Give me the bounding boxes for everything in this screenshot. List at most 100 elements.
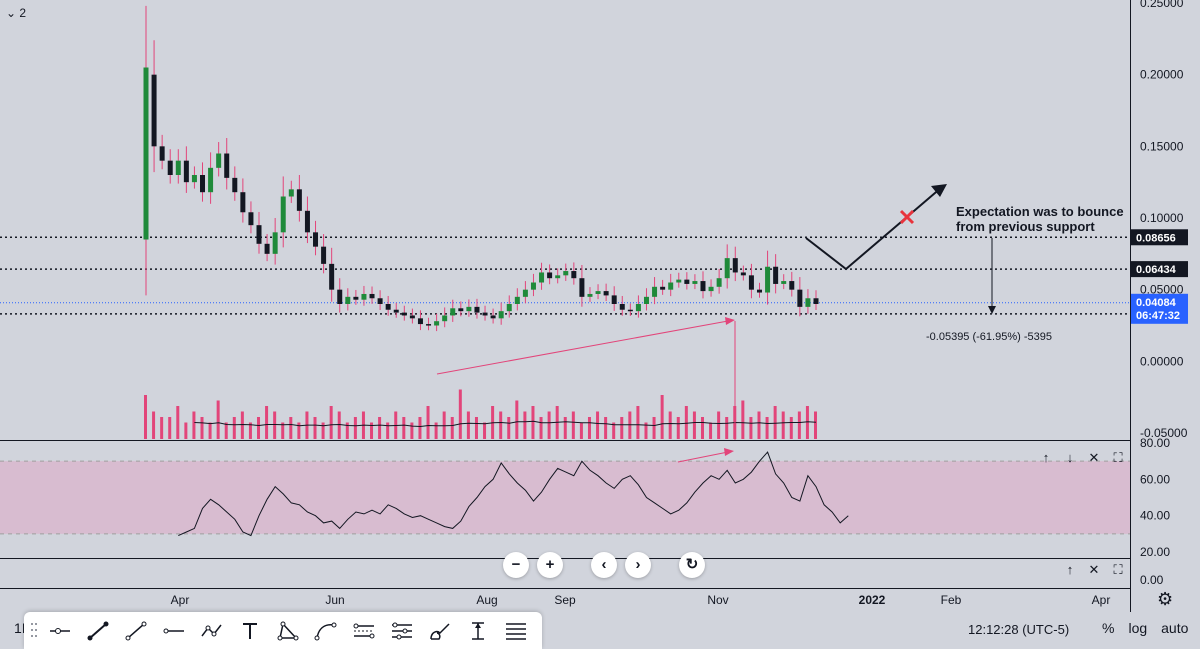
volume-bar (426, 406, 430, 439)
volume-bar (668, 411, 672, 439)
move-pane-down-button[interactable]: ↓ (1066, 450, 1074, 465)
annotation-text-line1[interactable]: Expectation was to bounce (956, 204, 1124, 219)
candle-body (280, 196, 286, 233)
scroll-left-button[interactable]: ‹ (591, 552, 617, 578)
maximize-pane-button[interactable]: ⛶ (1113, 562, 1123, 577)
time-tick-label: Apr (1092, 593, 1111, 607)
parallel-channel-icon[interactable] (346, 616, 382, 646)
volume-bar (402, 417, 406, 439)
candle-body (506, 304, 512, 312)
candle-body (385, 304, 391, 310)
red-cross-icon (899, 209, 915, 225)
volume-bar (741, 400, 745, 439)
timezone-clock[interactable]: 12:12:28 (UTC-5) (968, 622, 1070, 637)
candle-body (208, 167, 214, 193)
annotation-text-line2[interactable]: from previous support (956, 219, 1095, 234)
time-tick-label: Feb (941, 593, 962, 607)
volume-bar (620, 417, 624, 439)
current-price-value: 0.04084 (1136, 297, 1177, 309)
timeframe-label[interactable]: 1I (14, 620, 26, 636)
price-tick-label: 0.15000 (1140, 139, 1184, 153)
move-pane-up-button[interactable]: ↑ (1066, 562, 1074, 577)
arrow-head-icon (724, 448, 734, 456)
price-tick-label: -0.05000 (1140, 426, 1188, 440)
volume-bar (757, 411, 761, 439)
zoom-in-button[interactable]: + (537, 552, 563, 578)
path-icon[interactable] (194, 616, 230, 646)
reset-chart-button[interactable]: ↻ (679, 552, 705, 578)
log-scale-toggle[interactable]: log (1128, 620, 1148, 636)
legend-toggle[interactable]: ⌄ 2 (6, 6, 26, 20)
horizontal-line-icon[interactable] (156, 616, 192, 646)
maximize-pane-button[interactable]: ⛶ (1113, 450, 1123, 465)
candle-body (765, 266, 771, 293)
move-pane-up-button[interactable]: ↑ (1042, 450, 1050, 465)
close-pane-button[interactable]: ✕ (1088, 450, 1100, 465)
volume-bar (749, 417, 753, 439)
arrow-head-icon (725, 317, 735, 325)
volume-bar (410, 422, 414, 439)
candle-body (490, 315, 496, 319)
triangle-icon[interactable] (270, 616, 306, 646)
volume-bar (773, 406, 777, 439)
divergence-line-price[interactable] (436, 320, 729, 375)
gear-icon[interactable]: ⚙ (1157, 589, 1174, 609)
candle-body (684, 279, 690, 284)
volume-bar (144, 395, 147, 439)
candle-body (224, 153, 230, 178)
time-tick-label: Apr (171, 593, 190, 607)
price-tick-label: 0.10000 (1140, 211, 1184, 225)
candle-body (668, 282, 674, 290)
regression-trend-icon[interactable] (384, 616, 420, 646)
candle-body (563, 271, 569, 276)
arrow-head-icon (931, 184, 947, 197)
volume-bar (709, 422, 713, 439)
candle-body (797, 289, 803, 307)
volume-bar (612, 422, 616, 439)
volume-bar (281, 422, 285, 439)
candle-body (353, 296, 359, 300)
volume-bar (321, 422, 325, 439)
candle-body (466, 306, 472, 312)
price-tick-label: 0.00000 (1140, 354, 1184, 368)
time-tick-label: Nov (707, 593, 728, 607)
curve-icon[interactable] (308, 616, 344, 646)
brush-icon[interactable] (422, 616, 458, 646)
divergence-line-rsi[interactable] (677, 451, 729, 463)
empty-pane[interactable] (0, 558, 1130, 588)
trend-line-icon[interactable] (118, 616, 154, 646)
volume-bar (337, 411, 341, 439)
candle-body (377, 298, 383, 304)
volume-bar (458, 389, 462, 439)
toolbar-drag-handle[interactable] (30, 620, 40, 642)
trend-angle-icon[interactable] (80, 616, 116, 646)
volume-bar (644, 422, 648, 439)
volume-bar (273, 411, 277, 439)
volume-bar (531, 406, 535, 439)
zoom-out-button[interactable]: − (503, 552, 529, 578)
candle-body (417, 318, 423, 325)
volume-bar (297, 422, 301, 439)
candle-body (660, 286, 666, 290)
volume-bar (168, 417, 172, 439)
candle-body (635, 304, 641, 312)
horizontal-ray-icon[interactable] (42, 616, 78, 646)
fib-retracement-icon[interactable] (498, 616, 534, 646)
candle-body (547, 272, 553, 279)
close-pane-button[interactable]: ✕ (1088, 562, 1100, 577)
volume-bar (579, 422, 583, 439)
price-range-icon[interactable] (460, 616, 496, 646)
volume-bar (160, 417, 164, 439)
text-icon[interactable] (232, 616, 268, 646)
chevron-down-icon: ⌄ (6, 6, 17, 20)
volume-bar (442, 411, 446, 439)
percent-scale-toggle[interactable]: % (1102, 620, 1115, 636)
price-pane[interactable] (0, 0, 1130, 440)
auto-scale-toggle[interactable]: auto (1161, 620, 1189, 636)
volume-bar (725, 417, 729, 439)
candle-body (240, 192, 246, 213)
scroll-right-button[interactable]: › (625, 552, 651, 578)
price-levels (0, 236, 1130, 315)
candle-body (724, 258, 730, 279)
